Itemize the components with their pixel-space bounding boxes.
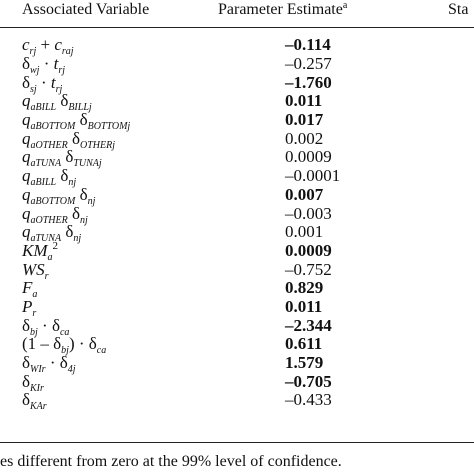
- table-row: qaOTHER δOTHERj 0.002: [0, 128, 445, 151]
- table-row: δbj · δca –2.344: [0, 315, 445, 338]
- column-header-associated-variable: Associated Variable: [22, 1, 150, 18]
- variable-cell: δKAr: [22, 390, 47, 413]
- estimate-cell: –0.003: [285, 203, 332, 223]
- estimate-cell: 0.611: [285, 334, 323, 354]
- estimate-cell: –0.257: [285, 54, 332, 74]
- variable-cell: qaBILL δBILLj: [22, 91, 92, 114]
- variable-cell: qaOTHER δOTHERj: [22, 128, 115, 151]
- estimate-cell: –0.0001: [285, 166, 341, 186]
- estimate-cell: –0.114: [285, 35, 331, 55]
- estimate-cell: 0.0009: [285, 240, 332, 260]
- variable-cell: qaOTHER δnj: [22, 203, 88, 226]
- estimate-cell: –0.752: [285, 259, 332, 279]
- table-row: qaTUNA δTUNAj 0.0009: [0, 147, 445, 170]
- variable-cell: KMa2: [22, 239, 58, 263]
- column-header-parameter-estimate: Parameter Estimatea: [218, 0, 347, 24]
- estimate-cell: 0.001: [285, 222, 324, 242]
- table-row: δKAr –0.433: [0, 390, 445, 413]
- variable-cell: Pr: [22, 296, 37, 319]
- variable-cell: qaTUNA δTUNAj: [22, 147, 102, 170]
- estimate-cell: –1.760: [285, 72, 332, 92]
- table-row: qaOTHER δnj –0.003: [0, 203, 445, 226]
- table-row: δKIr –0.705: [0, 371, 445, 394]
- footnote-marker: a: [342, 0, 348, 11]
- column-header-parameter-estimate-text: Parameter Estimate: [218, 1, 343, 18]
- variable-cell: WSr: [22, 259, 49, 282]
- estimate-cell: 0.0009: [285, 147, 332, 167]
- table-row: qaBOTTOM δnj 0.007: [0, 184, 445, 207]
- variable-cell: δbj · δca: [22, 315, 70, 338]
- estimate-cell: 0.007: [285, 184, 324, 204]
- header-rule: [0, 27, 474, 28]
- table-row: qaBILL δBILLj 0.011: [0, 91, 445, 114]
- variable-cell: δsj · trj: [22, 72, 63, 95]
- estimate-cell: 0.829: [285, 278, 324, 298]
- table-row: WSr –0.752: [0, 259, 445, 282]
- variable-cell: qaBILL δnj: [22, 166, 77, 189]
- variable-cell: qaBOTTOM δBOTTOMj: [22, 110, 131, 133]
- table-row: δWIr · δ4j 1.579: [0, 353, 445, 376]
- table-row: qaTUNA δnj 0.001: [0, 222, 445, 245]
- estimate-cell: 0.017: [285, 110, 324, 130]
- table-row: qaBOTTOM δBOTTOMj 0.017: [0, 110, 445, 133]
- table-row: KMa2 0.0009: [0, 239, 445, 263]
- variable-cell: qaTUNA δnj: [22, 222, 82, 245]
- estimate-cell: 0.002: [285, 128, 324, 148]
- table-row: qaBILL δnj –0.0001: [0, 166, 445, 189]
- table-row: δsj · trj –1.760: [0, 72, 445, 95]
- estimate-cell: 0.011: [285, 296, 323, 316]
- variable-cell: (1 – δbj) · δca: [22, 334, 107, 357]
- estimate-cell: –0.433: [285, 390, 332, 410]
- table-footnote: es different from zero at the 99% level …: [0, 453, 342, 470]
- table-row: (1 – δbj) · δca 0.611: [0, 334, 445, 357]
- footer-rule: [0, 442, 474, 443]
- table-row: Fa 0.829: [0, 278, 445, 301]
- estimate-cell: 0.011: [285, 91, 323, 111]
- variable-cell: Fa: [22, 278, 38, 301]
- parameter-table: crj + craj –0.114 δwj · trj –0.257 δsj ·…: [0, 35, 445, 413]
- variable-cell: δwj · trj: [22, 54, 66, 77]
- variable-cell: crj + craj: [22, 35, 74, 58]
- estimate-cell: 1.579: [285, 353, 324, 373]
- table-row: crj + craj –0.114: [0, 35, 445, 58]
- estimate-cell: –0.705: [285, 371, 332, 391]
- estimate-cell: –2.344: [285, 315, 332, 335]
- table-row: δwj · trj –0.257: [0, 54, 445, 77]
- column-header-partial: Sta: [448, 1, 469, 18]
- variable-cell: qaBOTTOM δnj: [22, 184, 96, 207]
- variable-cell: δWIr · δ4j: [22, 353, 76, 376]
- table-row: Pr 0.011: [0, 296, 445, 319]
- variable-cell: δKIr: [22, 371, 44, 394]
